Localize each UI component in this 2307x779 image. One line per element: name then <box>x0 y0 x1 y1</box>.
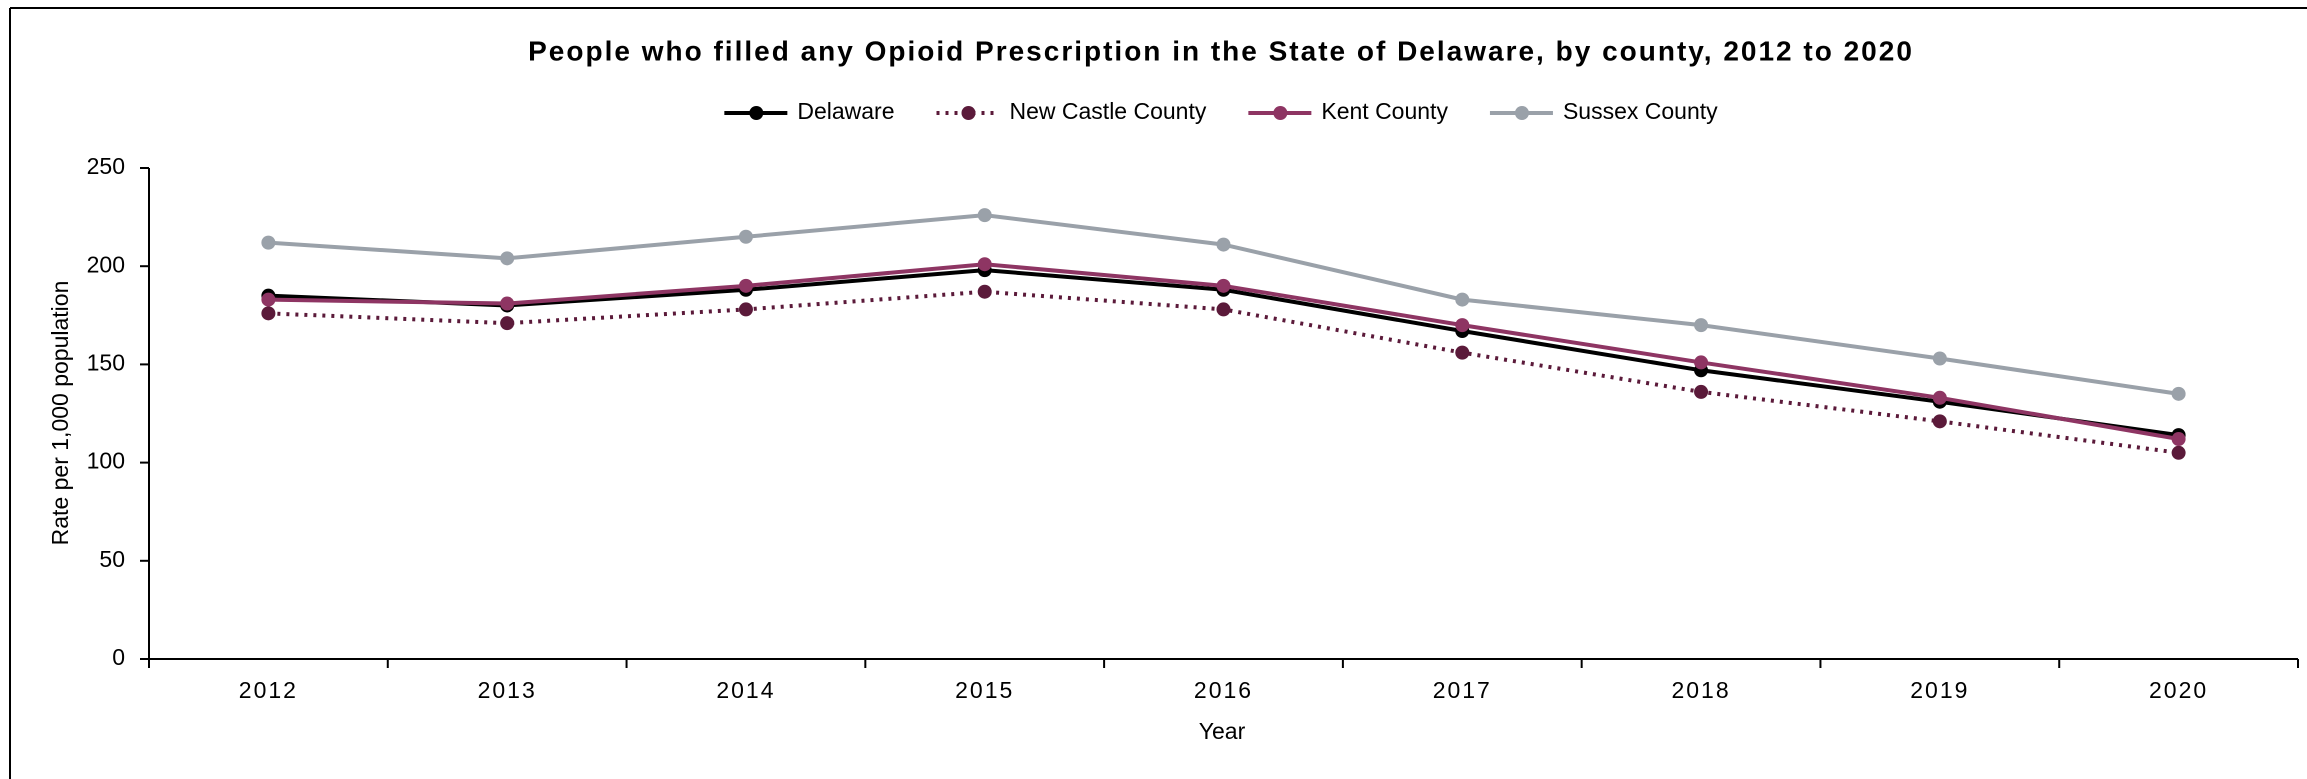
x-axis-label: Year <box>1199 718 1246 744</box>
data-point <box>261 235 276 250</box>
data-point <box>2171 445 2186 460</box>
data-point <box>500 296 515 311</box>
legend-label: New Castle County <box>1010 98 1207 124</box>
y-tick-label: 150 <box>87 349 125 375</box>
x-tick-label: 2019 <box>1910 677 1969 703</box>
data-point <box>1216 237 1231 252</box>
data-point <box>2171 386 2186 401</box>
data-point <box>738 229 753 244</box>
data-point <box>1455 345 1470 360</box>
data-point <box>738 278 753 293</box>
data-point <box>977 208 992 223</box>
x-tick-label: 2020 <box>2149 677 2208 703</box>
data-point <box>738 302 753 317</box>
legend-label: Sussex County <box>1563 98 1718 124</box>
legend-marker <box>961 106 976 120</box>
data-point <box>1455 318 1470 333</box>
chart-title: People who filled any Opioid Prescriptio… <box>528 35 1914 66</box>
y-tick-label: 50 <box>99 546 125 572</box>
legend-item: New Castle County <box>936 98 1207 124</box>
x-tick-label: 2015 <box>955 677 1014 703</box>
data-point <box>2171 432 2186 447</box>
data-point <box>1694 355 1709 370</box>
legend: Delaware New Castle County Kent County Suss… <box>724 98 1718 124</box>
data-point <box>261 306 276 321</box>
x-tick-label: 2012 <box>239 677 298 703</box>
x-tick-label: 2016 <box>1194 677 1253 703</box>
legend-marker <box>1273 106 1288 120</box>
series-line <box>268 289 2179 455</box>
legend-marker <box>1514 106 1529 120</box>
y-tick-label: 0 <box>112 644 125 670</box>
data-point <box>1216 278 1231 293</box>
legend-item: Sussex County <box>1489 98 1718 124</box>
data-point <box>1694 384 1709 399</box>
data-point <box>261 292 276 307</box>
legend-marker <box>749 106 764 120</box>
data-point <box>977 284 992 299</box>
x-tick-label: 2014 <box>716 677 775 703</box>
data-point <box>1932 351 1947 366</box>
legend-item: Kent County <box>1248 98 1448 124</box>
legend-item: Delaware <box>724 98 895 124</box>
y-tick-label: 100 <box>87 448 125 474</box>
x-tick-label: 2013 <box>478 677 537 703</box>
data-point <box>1932 414 1947 429</box>
legend-label: Kent County <box>1321 98 1448 124</box>
data-point <box>977 257 992 272</box>
y-axis-label: Rate per 1,000 population <box>47 281 73 546</box>
x-tick-label: 2018 <box>1671 677 1730 703</box>
y-tick-label: 200 <box>87 251 125 277</box>
x-tick-label: 2017 <box>1433 677 1492 703</box>
data-point <box>1216 302 1231 317</box>
data-point <box>1694 318 1709 333</box>
data-point <box>500 316 515 331</box>
y-tick-label: 250 <box>87 153 125 179</box>
data-point <box>500 251 515 266</box>
data-point <box>1932 390 1947 405</box>
legend-label: Delaware <box>797 98 894 124</box>
data-point <box>1455 292 1470 307</box>
